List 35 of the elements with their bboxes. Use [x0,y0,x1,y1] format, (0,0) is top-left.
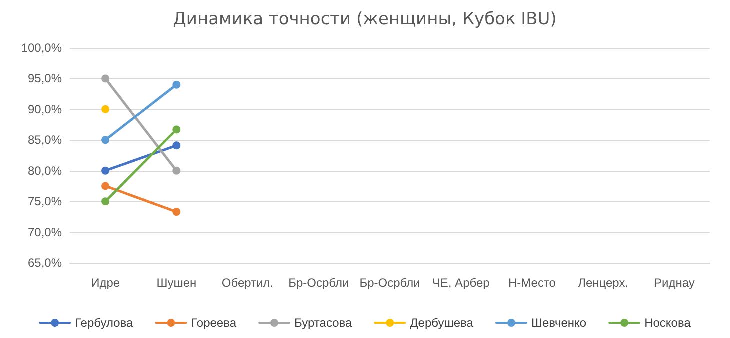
legend-label: Дербушева [410,316,474,330]
point [102,74,110,83]
point [172,126,181,134]
x-tick-label: Н-Место [508,276,556,290]
point [102,136,110,144]
x-tick-label: Ленцерх. [578,276,629,290]
point [172,80,181,89]
y-tick-label: 90,0% [28,102,62,116]
y-tick-label: 80,0% [28,164,62,178]
y-tick-label: 85,0% [28,133,62,148]
legend-label: Гербулова [75,316,134,330]
point [172,166,181,175]
legend-label: Буртасова [294,316,352,330]
point [102,105,110,114]
x-tick-label: Бр-Осрбли [288,276,350,290]
point [102,166,110,175]
x-tick-label: Идре [91,276,120,290]
chart-title: Динамика точности (женщины, Кубок IBU) [173,10,557,30]
x-tick-label: Обертил. [222,276,274,290]
x-tick-label: Риднау [654,276,695,290]
x-tick-label: Бр-Осрбли [360,276,420,290]
y-tick-label: 100,0% [21,41,62,55]
y-tick-label: 70,0% [28,225,62,240]
legend-label: Носкова [644,316,692,330]
point [172,208,181,216]
point [102,198,110,206]
point [172,142,181,150]
y-tick-label: 95,0% [28,72,62,86]
x-tick-label: ЧЕ, Арбер [432,276,490,290]
y-tick-label: 65,0% [28,256,62,270]
y-tick-label: 75,0% [28,194,62,209]
x-tick-label: Шушен [156,276,197,290]
legend-label: Гореева [191,316,237,330]
legend-label: Шевченко [531,316,587,330]
point [102,182,110,190]
